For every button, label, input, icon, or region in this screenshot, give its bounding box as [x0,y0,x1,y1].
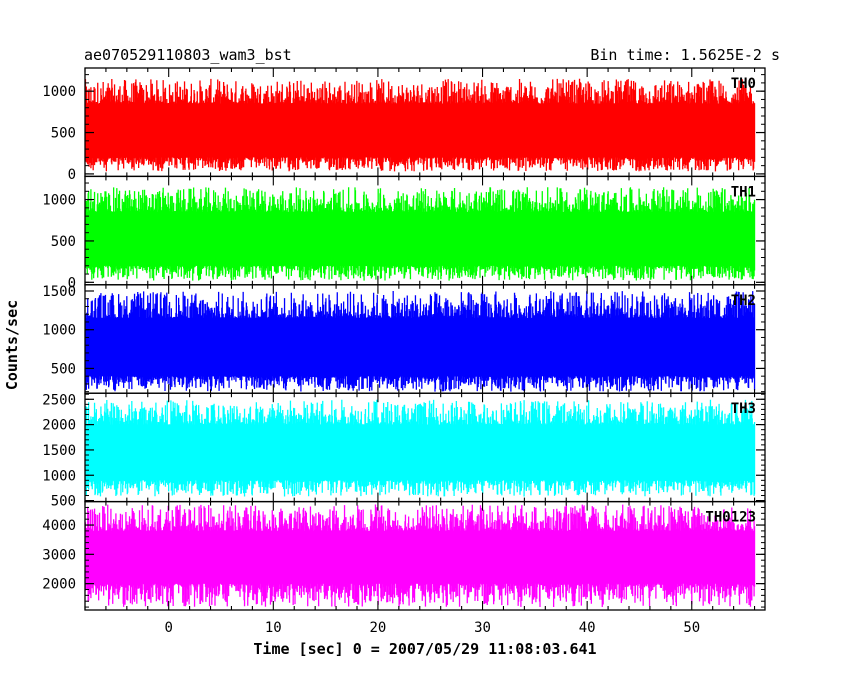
panel-label-th0123: TH0123 [705,510,756,526]
y-tick-label: 0 [68,167,76,183]
x-axis-label: Time [sec] 0 = 2007/05/29 11:08:03.641 [253,640,596,658]
y-tick-label: 1000 [42,323,76,339]
y-tick-label: 3000 [42,547,76,563]
panel-frame-th0123 [84,500,766,611]
y-tick-label: 0 [68,275,76,291]
y-tick-label: 2500 [42,392,76,408]
series-band-th3 [85,424,755,481]
y-tick-label: 2000 [42,577,76,593]
y-tick-label: 1500 [42,443,76,459]
panel-label-th3: TH3 [731,401,756,417]
series-band-th1 [85,211,755,266]
bin-time-label: Bin time: 1.5625E-2 s [590,46,780,64]
y-tick-label: 1500 [42,284,76,300]
panels-group: 05001000TH005001000TH150010001500TH25001… [42,67,766,636]
series-band-th0123 [85,530,755,584]
y-tick-label: 500 [51,494,76,510]
y-tick-label: 1000 [42,468,76,484]
series-band-th2 [85,318,755,377]
x-tick-label: 30 [474,620,491,636]
x-tick-label: 50 [683,620,700,636]
y-tick-label: 1000 [42,84,76,100]
y-axis-label: Counts/sec [3,300,21,390]
y-tick-label: 500 [51,361,76,377]
y-tick-label: 500 [51,126,76,142]
x-tick-label: 20 [369,620,386,636]
y-tick-label: 1000 [42,193,76,209]
y-tick-label: 4000 [42,518,76,534]
y-tick-label: 2000 [42,418,76,434]
x-tick-label: 0 [164,620,172,636]
series-band-th0 [85,103,755,158]
panel-label-th2: TH2 [731,293,756,309]
panel-label-th0: TH0 [731,76,756,92]
x-tick-label: 10 [265,620,282,636]
x-tick-label: 40 [579,620,596,636]
chart-title: ae070529110803_wam3_bst [84,46,292,64]
y-tick-label: 500 [51,234,76,250]
panel-label-th1: TH1 [731,184,756,200]
